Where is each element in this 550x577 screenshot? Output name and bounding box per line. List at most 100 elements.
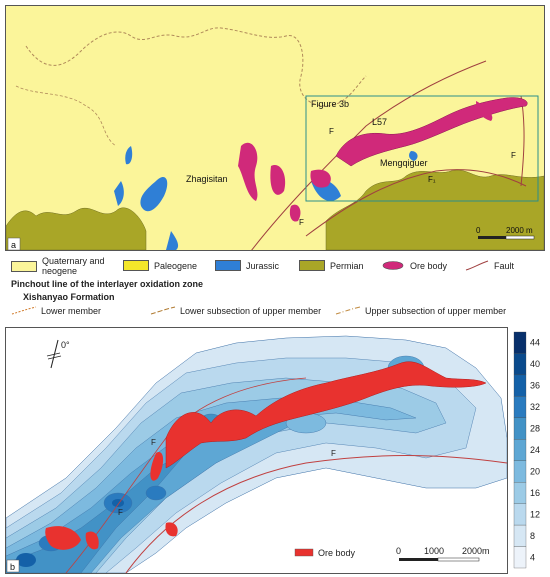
ore-body-b-2 — [150, 452, 164, 481]
colorbar-segment — [513, 482, 527, 504]
fault-label-3: F — [299, 218, 304, 227]
fault-line-1 — [251, 60, 487, 250]
jurassic-swatch — [215, 260, 241, 271]
contour-high-5 — [16, 553, 36, 567]
ore-body-b-main — [165, 361, 487, 469]
quaternary-label: Quaternary and neogene — [42, 256, 105, 276]
scale-bar-b-white — [437, 557, 480, 562]
colorbar-tick-label: 28 — [530, 424, 540, 434]
colorbar-segment — [513, 396, 527, 418]
colorbar-segment — [513, 439, 527, 461]
fault-label-b-2: F — [331, 449, 336, 458]
lower-subsection-line-icon — [150, 306, 176, 315]
colorbar-segment — [513, 503, 527, 526]
fault-line-2 — [305, 169, 527, 237]
quaternary-swatch — [11, 260, 37, 272]
upper-subsection-label: Upper subsection of upper member — [365, 305, 507, 316]
ore-body-west-2 — [270, 165, 286, 195]
ore-body-west — [238, 142, 258, 201]
scale-end-b: 2000m — [462, 546, 490, 556]
lower-member-label: Lower member — [41, 305, 102, 316]
formation-title: Xishanyao Formation — [23, 292, 115, 302]
place-label-mengqiguer: Mengqiguer — [380, 158, 428, 168]
lower-subsection-label: Lower subsection of upper member — [180, 305, 322, 316]
fault-label-b-1: F — [151, 438, 156, 447]
legend-upper-subsection: Upper subsection of upper member — [335, 305, 506, 316]
ore-body-label: Ore body — [410, 260, 448, 271]
colorbar-tick-label: 8 — [530, 531, 535, 541]
legend-fault: Fault — [465, 260, 514, 271]
colorbar-tick-label: 12 — [530, 509, 540, 519]
ore-body-b-4 — [85, 531, 99, 550]
colorbar-segment — [513, 460, 527, 483]
scale-bar-b-black — [399, 558, 438, 561]
scale-bar-a — [478, 236, 506, 239]
fault-label-1: F — [329, 127, 334, 136]
legend-paleogene: Paleogene — [123, 260, 197, 271]
fault-line-3 — [520, 95, 525, 187]
upper-subsection-line-icon — [335, 306, 361, 315]
figure-box-label: Figure 3b — [311, 99, 349, 109]
ore-body-main — [335, 97, 528, 167]
scale-zero-a: 0 — [476, 226, 481, 235]
colorbar-segment — [513, 524, 527, 547]
fault-label-b-3: F — [118, 508, 123, 517]
scale-mid-b: 1000 — [424, 546, 444, 556]
paleogene-label: Paleogene — [154, 260, 198, 271]
jurassic-label: Jurassic — [246, 260, 280, 271]
north-arrow-icon — [46, 339, 62, 369]
colorbar: 44 40 36 32 28 24 20 16 12 8 4 — [513, 330, 547, 572]
colorbar-segment — [513, 374, 527, 397]
ore-body-west-3 — [289, 204, 301, 222]
colorbar-svg: 44 40 36 32 28 24 20 16 12 8 4 — [513, 331, 540, 569]
legend-jurassic: Jurassic — [215, 260, 279, 271]
geologic-map-svg: Figure 3b L57 Mengqiguer Zhagisitan F F … — [6, 27, 544, 250]
colorbar-segment — [513, 331, 527, 354]
legend-lower-subsection: Lower subsection of upper member — [150, 305, 321, 316]
ore-body-icon — [382, 261, 404, 270]
jurassic-unit-6 — [409, 151, 418, 161]
colorbar-tick-label: 40 — [530, 359, 540, 369]
scale-end-a: 2000 m — [506, 226, 533, 235]
legend-a: Quaternary and neogene Paleogene Jurassi… — [5, 252, 545, 324]
paleogene-swatch — [123, 260, 149, 271]
ore-legend-label: Ore body — [318, 548, 356, 558]
fault-label: Fault — [494, 260, 515, 271]
legend-permian: Permian — [299, 260, 364, 271]
place-label-l57: L57 — [372, 117, 387, 127]
scale-zero-b: 0 — [396, 546, 401, 556]
lower-member-line-icon — [11, 306, 37, 315]
colorbar-tick-label: 20 — [530, 466, 540, 476]
colorbar-tick-label: 4 — [530, 552, 535, 562]
contour-high-2 — [112, 499, 124, 507]
ore-body-b-3 — [45, 526, 81, 550]
contour-map-panel: F F F 0° Ore body 0 1000 2000m b — [5, 327, 508, 574]
panel-a-letter: a — [11, 240, 16, 250]
colorbar-segment — [513, 353, 527, 376]
colorbar-tick-label: 44 — [530, 338, 540, 348]
ore-body-center — [310, 169, 331, 188]
ore-body-lobe — [476, 101, 493, 121]
permian-swatch — [299, 260, 325, 271]
permian-unit — [6, 207, 147, 250]
jurassic-unit — [140, 176, 168, 212]
colorbar-tick-label: 36 — [530, 381, 540, 391]
legend-quaternary: Quaternary and neogene — [11, 256, 122, 276]
paleogene-boundary — [25, 27, 367, 107]
panel-b-letter-box — [6, 559, 20, 573]
permian-unit-east — [325, 169, 544, 250]
colorbar-segment — [513, 417, 527, 440]
panel-a-letter-box — [7, 237, 21, 250]
fault-label-2: F — [511, 151, 516, 160]
jurassic-unit-3 — [125, 146, 133, 165]
geologic-map-panel: Figure 3b L57 Mengqiguer Zhagisitan F F … — [5, 5, 545, 251]
ore-body-b-5 — [165, 522, 178, 537]
colorbar-tick-label: 32 — [530, 402, 540, 412]
colorbar-tick-label: 16 — [530, 488, 540, 498]
permian-label: Permian — [330, 260, 364, 271]
pinchout-title: Pinchout line of the interlayer oxidatio… — [11, 279, 204, 289]
figure-3b-box — [305, 95, 539, 202]
contour-map-svg: F F F 0° Ore body 0 1000 2000m b — [6, 335, 507, 573]
paleogene-boundary-2 — [15, 85, 117, 147]
fault-icon — [465, 260, 489, 271]
